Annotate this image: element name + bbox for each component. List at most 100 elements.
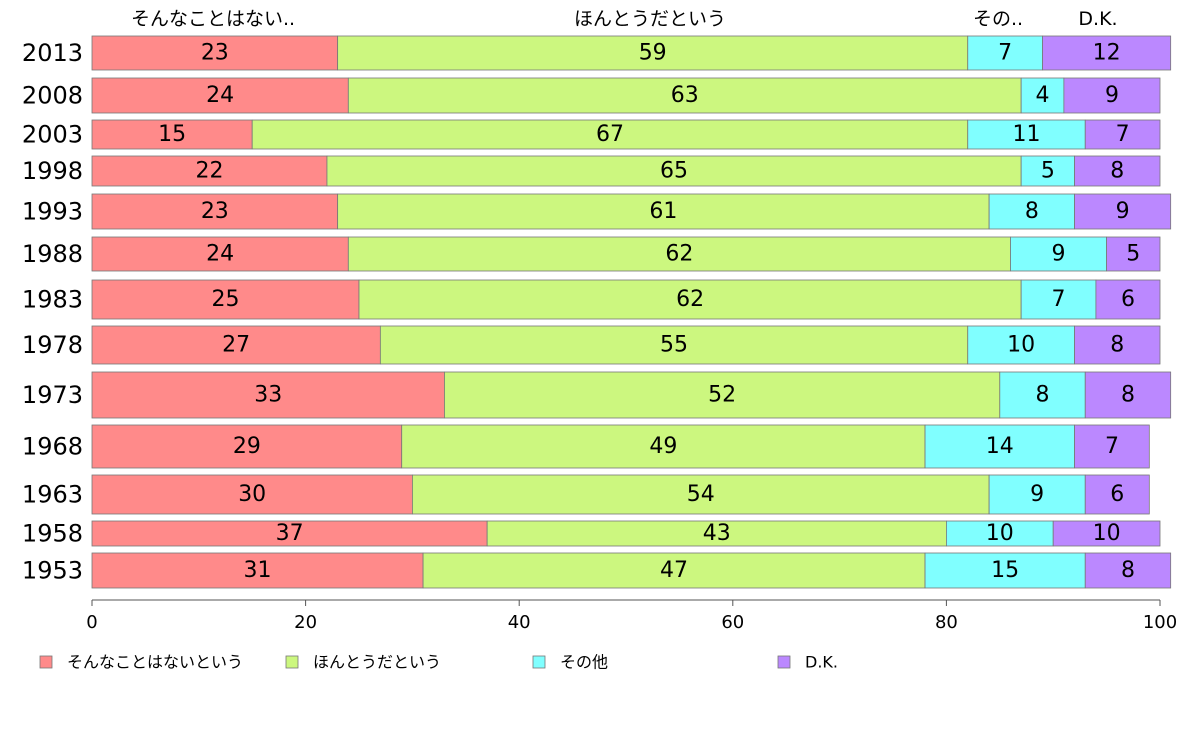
year-label: 2003 bbox=[22, 121, 83, 149]
bar-segment bbox=[1084, 371, 1172, 419]
year-label: 2008 bbox=[22, 82, 83, 110]
data-label: 10 bbox=[1007, 333, 1035, 358]
data-label: 59 bbox=[639, 41, 667, 66]
bar-segment bbox=[1106, 236, 1161, 272]
bar-segment bbox=[422, 552, 926, 589]
data-label: 5 bbox=[1126, 242, 1140, 267]
data-label: 7 bbox=[1052, 287, 1066, 312]
bar-segment bbox=[1074, 325, 1161, 365]
bar-segment bbox=[401, 424, 926, 469]
bar-segment bbox=[988, 193, 1075, 230]
data-label: 30 bbox=[238, 482, 266, 507]
bar-segment bbox=[91, 474, 413, 515]
legend-swatch bbox=[285, 655, 299, 669]
bar-segment bbox=[967, 35, 1043, 71]
data-label: 7 bbox=[998, 41, 1012, 66]
data-label: 29 bbox=[233, 434, 261, 459]
year-label: 1953 bbox=[22, 557, 83, 585]
x-tick-label: 100 bbox=[1143, 612, 1177, 633]
data-label: 12 bbox=[1093, 41, 1121, 66]
year-label: 1958 bbox=[22, 520, 83, 548]
year-label: 2013 bbox=[22, 39, 83, 67]
data-label: 31 bbox=[244, 558, 272, 583]
x-tick-label: 40 bbox=[508, 612, 531, 633]
data-label: 22 bbox=[195, 159, 223, 184]
year-label: 1968 bbox=[22, 433, 83, 461]
data-label: 25 bbox=[212, 287, 240, 312]
data-label: 24 bbox=[206, 83, 234, 108]
data-label: 43 bbox=[703, 521, 731, 546]
legend-swatch bbox=[532, 655, 546, 669]
x-tick-label: 80 bbox=[935, 612, 958, 633]
bar-segment bbox=[967, 325, 1075, 365]
data-label: 8 bbox=[1036, 383, 1050, 408]
bar-segment bbox=[91, 155, 328, 187]
data-label: 14 bbox=[986, 434, 1014, 459]
data-label: 67 bbox=[596, 122, 624, 147]
bar-segment bbox=[1063, 77, 1161, 114]
bar-segment bbox=[924, 424, 1075, 469]
bar-segment bbox=[1074, 193, 1172, 230]
bar-segment bbox=[91, 424, 403, 469]
data-label: 27 bbox=[222, 333, 250, 358]
bar-segment bbox=[251, 119, 969, 150]
data-label: 23 bbox=[201, 41, 229, 66]
bar-segment bbox=[337, 193, 990, 230]
bar-segment bbox=[91, 193, 339, 230]
bar-segment bbox=[91, 77, 349, 114]
legend-label: D.K. bbox=[805, 653, 838, 672]
bar-segment bbox=[486, 520, 947, 547]
data-label: 5 bbox=[1041, 159, 1055, 184]
data-label: 7 bbox=[1105, 434, 1119, 459]
data-label: 11 bbox=[1013, 122, 1041, 147]
bar-segment bbox=[1020, 77, 1065, 114]
data-label: 8 bbox=[1121, 558, 1135, 583]
data-label: 8 bbox=[1110, 333, 1124, 358]
data-label: 8 bbox=[1121, 383, 1135, 408]
bar-segment bbox=[91, 279, 360, 320]
data-label: 7 bbox=[1116, 122, 1130, 147]
data-label: 6 bbox=[1121, 287, 1135, 312]
legend-label: その他 bbox=[560, 653, 608, 672]
bar-segment bbox=[988, 474, 1086, 515]
column-header-label: D.K. bbox=[1078, 8, 1117, 30]
data-label: 54 bbox=[687, 482, 715, 507]
year-label: 1998 bbox=[22, 157, 83, 185]
column-header-label: そんなことはない.. bbox=[131, 8, 295, 30]
data-label: 6 bbox=[1110, 482, 1124, 507]
data-label: 62 bbox=[665, 242, 693, 267]
x-tick-label: 0 bbox=[86, 612, 97, 633]
legend-swatch bbox=[777, 655, 791, 669]
bar-segment bbox=[347, 236, 1011, 272]
column-header-label: ほんとうだという bbox=[574, 8, 726, 30]
data-label: 9 bbox=[1030, 482, 1044, 507]
bar-segment bbox=[337, 35, 969, 71]
bar-segment bbox=[91, 552, 424, 589]
column-header-label: その.. bbox=[973, 8, 1023, 30]
bar-segment bbox=[1074, 424, 1150, 469]
x-tick-label: 20 bbox=[294, 612, 317, 633]
data-label: 61 bbox=[649, 199, 677, 224]
data-label: 9 bbox=[1105, 83, 1119, 108]
year-label: 1983 bbox=[22, 286, 83, 314]
bar-segment bbox=[1074, 155, 1161, 187]
bar-segment bbox=[91, 520, 488, 547]
data-label: 8 bbox=[1110, 159, 1124, 184]
bar-segment bbox=[946, 520, 1054, 547]
bar-segment bbox=[1084, 119, 1161, 150]
data-label: 49 bbox=[649, 434, 677, 459]
data-label: 8 bbox=[1025, 199, 1039, 224]
data-label: 62 bbox=[676, 287, 704, 312]
bar-segment bbox=[1042, 35, 1172, 71]
bar-segment bbox=[91, 236, 349, 272]
data-label: 4 bbox=[1036, 83, 1050, 108]
year-label: 1988 bbox=[22, 240, 83, 268]
bar-segment bbox=[1010, 236, 1107, 272]
bar-segment bbox=[1020, 279, 1097, 320]
data-label: 65 bbox=[660, 159, 688, 184]
bar-segment bbox=[1084, 474, 1150, 515]
data-label: 10 bbox=[986, 521, 1014, 546]
data-label: 63 bbox=[671, 83, 699, 108]
data-label: 37 bbox=[276, 521, 304, 546]
